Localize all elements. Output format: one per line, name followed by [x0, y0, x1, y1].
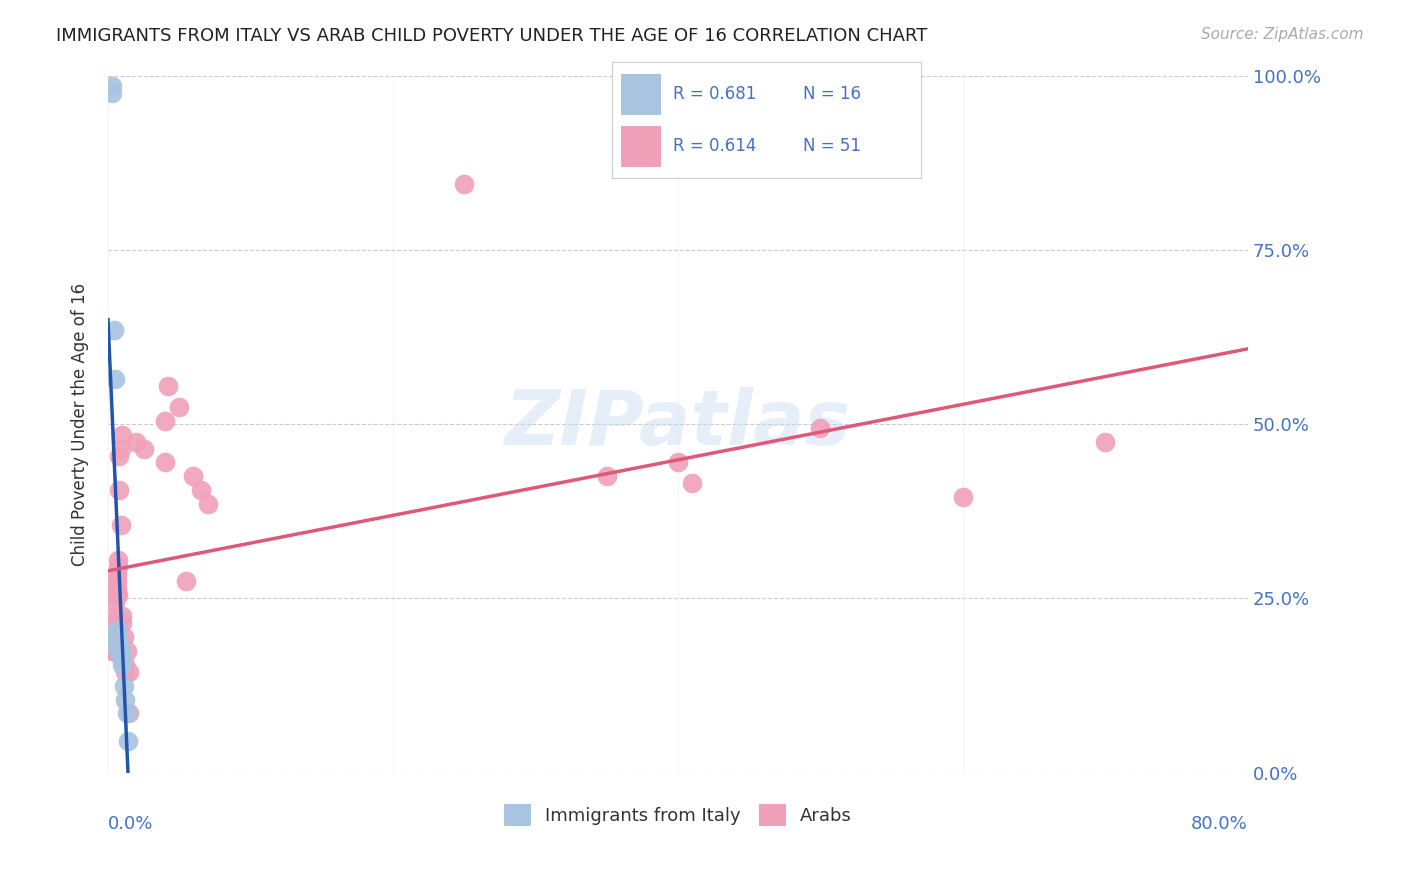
Point	[105, 623, 128, 637]
Point	[114, 665, 136, 679]
Point	[110, 442, 132, 456]
Point	[666, 455, 689, 469]
Point	[100, 630, 122, 644]
Point	[111, 615, 134, 630]
Point	[101, 630, 124, 644]
Point	[104, 581, 127, 595]
Text: ZIPatlas: ZIPatlas	[505, 387, 851, 461]
Point	[111, 427, 134, 442]
Point	[111, 608, 134, 623]
Point	[101, 78, 124, 93]
Point	[1094, 434, 1116, 449]
Point	[101, 644, 124, 658]
Point	[105, 574, 128, 588]
Point	[115, 644, 138, 658]
Point	[190, 483, 212, 498]
Point	[197, 497, 219, 511]
Point	[107, 560, 129, 574]
Text: R = 0.681: R = 0.681	[673, 85, 756, 103]
Point	[453, 177, 475, 191]
Point	[118, 706, 141, 721]
Text: 0.0%: 0.0%	[108, 814, 153, 832]
Point	[103, 637, 125, 651]
Point	[808, 420, 831, 434]
Point	[104, 588, 127, 602]
Bar	[621, 126, 661, 167]
Point	[108, 483, 131, 498]
Point	[100, 637, 122, 651]
Point	[115, 706, 138, 721]
Point	[176, 574, 198, 588]
Point	[105, 567, 128, 582]
Point	[132, 442, 155, 456]
Point	[110, 650, 132, 665]
Text: R = 0.614: R = 0.614	[673, 137, 756, 155]
Point	[117, 734, 139, 748]
Point	[595, 469, 617, 483]
Point	[153, 455, 176, 469]
Point	[111, 657, 134, 672]
Text: N = 16: N = 16	[803, 85, 862, 103]
Text: 80.0%: 80.0%	[1191, 814, 1249, 832]
Point	[118, 665, 141, 679]
Point	[104, 372, 127, 386]
Point	[105, 588, 128, 602]
Point	[153, 414, 176, 428]
Point	[101, 623, 124, 637]
Point	[103, 623, 125, 637]
Text: IMMIGRANTS FROM ITALY VS ARAB CHILD POVERTY UNDER THE AGE OF 16 CORRELATION CHAR: IMMIGRANTS FROM ITALY VS ARAB CHILD POVE…	[56, 27, 928, 45]
Point	[107, 553, 129, 567]
Point	[100, 637, 122, 651]
Point	[103, 644, 125, 658]
Point	[156, 378, 179, 392]
Point	[104, 608, 127, 623]
Point	[110, 644, 132, 658]
Point	[104, 595, 127, 609]
Point	[112, 630, 135, 644]
Point	[108, 449, 131, 463]
Point	[103, 323, 125, 337]
Y-axis label: Child Poverty Under the Age of 16: Child Poverty Under the Age of 16	[72, 283, 89, 566]
Point	[114, 692, 136, 706]
Point	[112, 679, 135, 693]
Point	[952, 491, 974, 505]
Point	[103, 615, 125, 630]
Point	[114, 657, 136, 672]
Point	[125, 434, 148, 449]
Text: Source: ZipAtlas.com: Source: ZipAtlas.com	[1201, 27, 1364, 42]
Point	[98, 630, 121, 644]
Point	[107, 588, 129, 602]
Point	[107, 630, 129, 644]
Point	[681, 476, 703, 491]
Point	[167, 400, 190, 414]
Bar	[621, 74, 661, 114]
Legend: Immigrants from Italy, Arabs: Immigrants from Italy, Arabs	[496, 797, 859, 833]
Text: N = 51: N = 51	[803, 137, 862, 155]
Point	[105, 581, 128, 595]
Point	[98, 623, 121, 637]
Point	[110, 518, 132, 533]
Point	[101, 86, 124, 100]
Point	[108, 637, 131, 651]
Point	[183, 469, 205, 483]
